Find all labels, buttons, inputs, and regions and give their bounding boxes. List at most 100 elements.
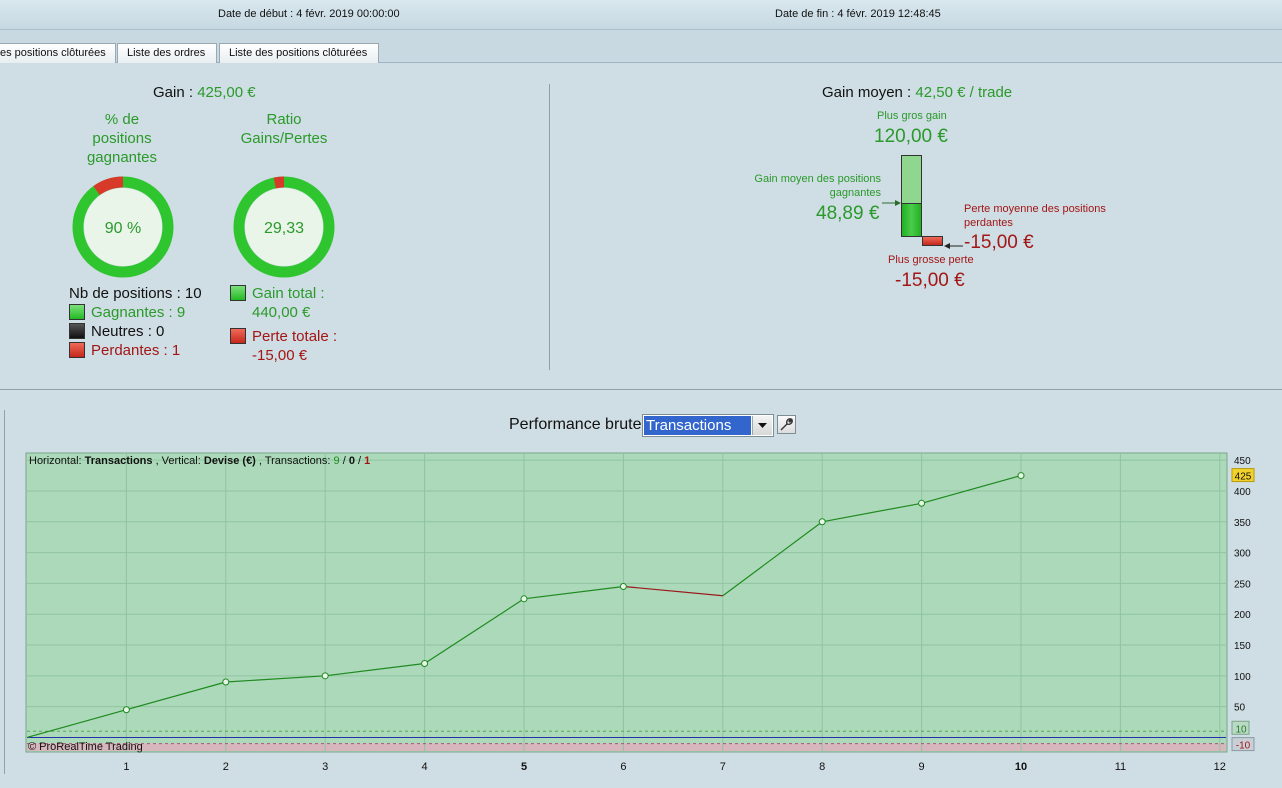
series-line <box>26 474 1022 739</box>
x-tick-label: 8 <box>819 761 825 773</box>
perte-moyenne-line: perdantes <box>964 217 1013 229</box>
x-tick-label: 2 <box>223 761 229 773</box>
y-tick-label: 200 <box>1234 610 1251 621</box>
tab-positions-cloturees-partial[interactable]: es positions clôturées <box>0 43 116 63</box>
pct-title-line: % de <box>104 111 140 128</box>
x-tick-label: 5 <box>521 761 527 773</box>
info-loss-count: 1 <box>364 455 370 467</box>
avg-loss-bar <box>922 236 943 246</box>
chevron-down-icon[interactable] <box>752 416 772 435</box>
info-slash: / <box>358 455 364 467</box>
mode-select-value: Transactions <box>644 416 751 435</box>
right-badges: 425 10 -10 <box>1231 468 1255 752</box>
x-tick-label: 7 <box>720 761 726 773</box>
x-tick-label: 10 <box>1015 761 1027 773</box>
series-segment <box>26 709 127 739</box>
info-slash: / <box>343 455 349 467</box>
date-header: Date de début : 4 févr. 2019 00:00:00 Da… <box>0 0 1282 30</box>
ratio-value: 29,33 <box>264 220 304 237</box>
pct-title: % de positions gagnantes <box>72 110 172 167</box>
lower-ref-label: -10 <box>1236 741 1251 752</box>
pct-value: 90 % <box>105 220 141 237</box>
gain-total-swatch <box>230 285 246 301</box>
data-point <box>321 672 329 680</box>
performance-chart: 1 2 3 4 5 6 7 8 9 10 11 12 501001502002503003504004… <box>25 452 1255 773</box>
chart-info: Horizontal: Transactions , Vertical: Dev… <box>29 455 370 467</box>
plus-gros-gain-value: 120,00 € <box>874 126 948 147</box>
summary-panel: Gain : 425,00 € % de positions gagnantes… <box>0 64 1282 390</box>
x-tick-label: 1 <box>123 761 129 773</box>
section-divider <box>0 389 1282 390</box>
perte-moyenne-line: Perte moyenne des positions <box>964 203 1106 215</box>
ratio-title-line: Ratio <box>266 111 302 128</box>
gain-label: Gain <box>153 84 185 101</box>
pct-loss-arc <box>93 176 124 196</box>
last-value-badge <box>1231 468 1255 483</box>
info-horizontal: Transactions <box>85 455 153 467</box>
gagnantes-count: Gagnantes : 9 <box>91 304 186 321</box>
neutral-legend-swatch <box>69 323 85 339</box>
y-tick-label: 450 <box>1234 456 1251 467</box>
data-point <box>222 678 230 686</box>
upper-ref-badge <box>1231 720 1250 735</box>
chart-title: Performance brute <box>509 416 642 433</box>
pct-title-line: positions <box>92 130 152 147</box>
neutres-count: Neutres : 0 <box>91 323 165 340</box>
series-segment <box>225 675 326 683</box>
negative-zone <box>27 743 1226 751</box>
data-point <box>818 518 826 526</box>
x-axis: 1 2 3 4 5 6 7 8 9 10 11 12 <box>123 761 1226 773</box>
perdantes-count: Perdantes : 1 <box>91 342 181 359</box>
arrow-left-icon <box>944 243 963 249</box>
plus-gros-gain-label: Plus gros gain <box>877 110 947 122</box>
series-segment <box>722 521 823 597</box>
arrow-right-icon <box>882 200 901 206</box>
tab-liste-ordres[interactable]: Liste des ordres <box>117 43 217 63</box>
info-neutral-count: 0 <box>349 455 355 467</box>
x-tick-label: 11 <box>1115 761 1126 773</box>
info-transactions: , Transactions: <box>259 455 331 467</box>
x-tick-label: 9 <box>919 761 925 773</box>
y-tick-label: 300 <box>1234 549 1251 560</box>
perte-totale-value: -15,00 € <box>252 347 308 364</box>
tab-bar: es positions clôturées Liste des ordres … <box>0 30 1282 63</box>
gain-moyen-gagnantes-line: gagnantes <box>829 187 881 199</box>
nb-positions: Nb de positions : 10 <box>69 285 202 302</box>
plus-grosse-perte-label: Plus grosse perte <box>888 254 974 266</box>
panel-divider <box>549 84 550 370</box>
perte-totale-swatch <box>230 328 246 344</box>
perte-moyenne-value: -15,00 € <box>964 232 1034 253</box>
series-segment <box>921 474 1022 504</box>
series-points <box>122 472 1025 714</box>
data-point <box>1017 472 1025 480</box>
copyright: © ProRealTime Trading <box>28 741 143 753</box>
data-point <box>918 499 926 507</box>
x-tick-label: 4 <box>422 761 428 773</box>
y-tick-label: 100 <box>1234 672 1251 683</box>
series-segment <box>126 681 226 711</box>
wrench-icon[interactable] <box>777 415 796 434</box>
x-tick-label: 3 <box>322 761 328 773</box>
pct-title-line: gagnantes <box>86 149 158 166</box>
gain-moyen-label: Gain moyen <box>822 84 903 101</box>
x-tick-label: 12 <box>1214 761 1226 773</box>
loss-legend-swatch <box>69 342 85 358</box>
info-prefix: Horizontal: <box>29 455 82 467</box>
x-tick-label: 6 <box>620 761 626 773</box>
series-segment <box>523 585 624 600</box>
y-tick-label: 350 <box>1234 518 1251 529</box>
gain-moyen-gagnantes-line: Gain moyen des positions <box>754 173 881 185</box>
gain-moyen-gagnantes-value: 48,89 € <box>816 203 880 224</box>
y-tick-label: 250 <box>1234 579 1251 590</box>
gain-heading: Gain : 425,00 € <box>153 84 256 101</box>
info-win-count: 9 <box>334 455 340 467</box>
plus-grosse-perte-value: -15,00 € <box>895 270 965 291</box>
y-tick-label: 400 <box>1234 487 1251 498</box>
ratio-donut: 29,33 <box>233 176 335 278</box>
tab-liste-positions-cloturees[interactable]: Liste des positions clôturées <box>219 43 379 63</box>
data-point <box>122 706 130 714</box>
series-segment <box>623 585 723 597</box>
y-tick-label: 150 <box>1234 641 1251 652</box>
mode-select[interactable]: Transactions <box>642 414 774 437</box>
perte-moyenne-label: Perte moyenne des positions perdantes <box>964 202 1106 230</box>
